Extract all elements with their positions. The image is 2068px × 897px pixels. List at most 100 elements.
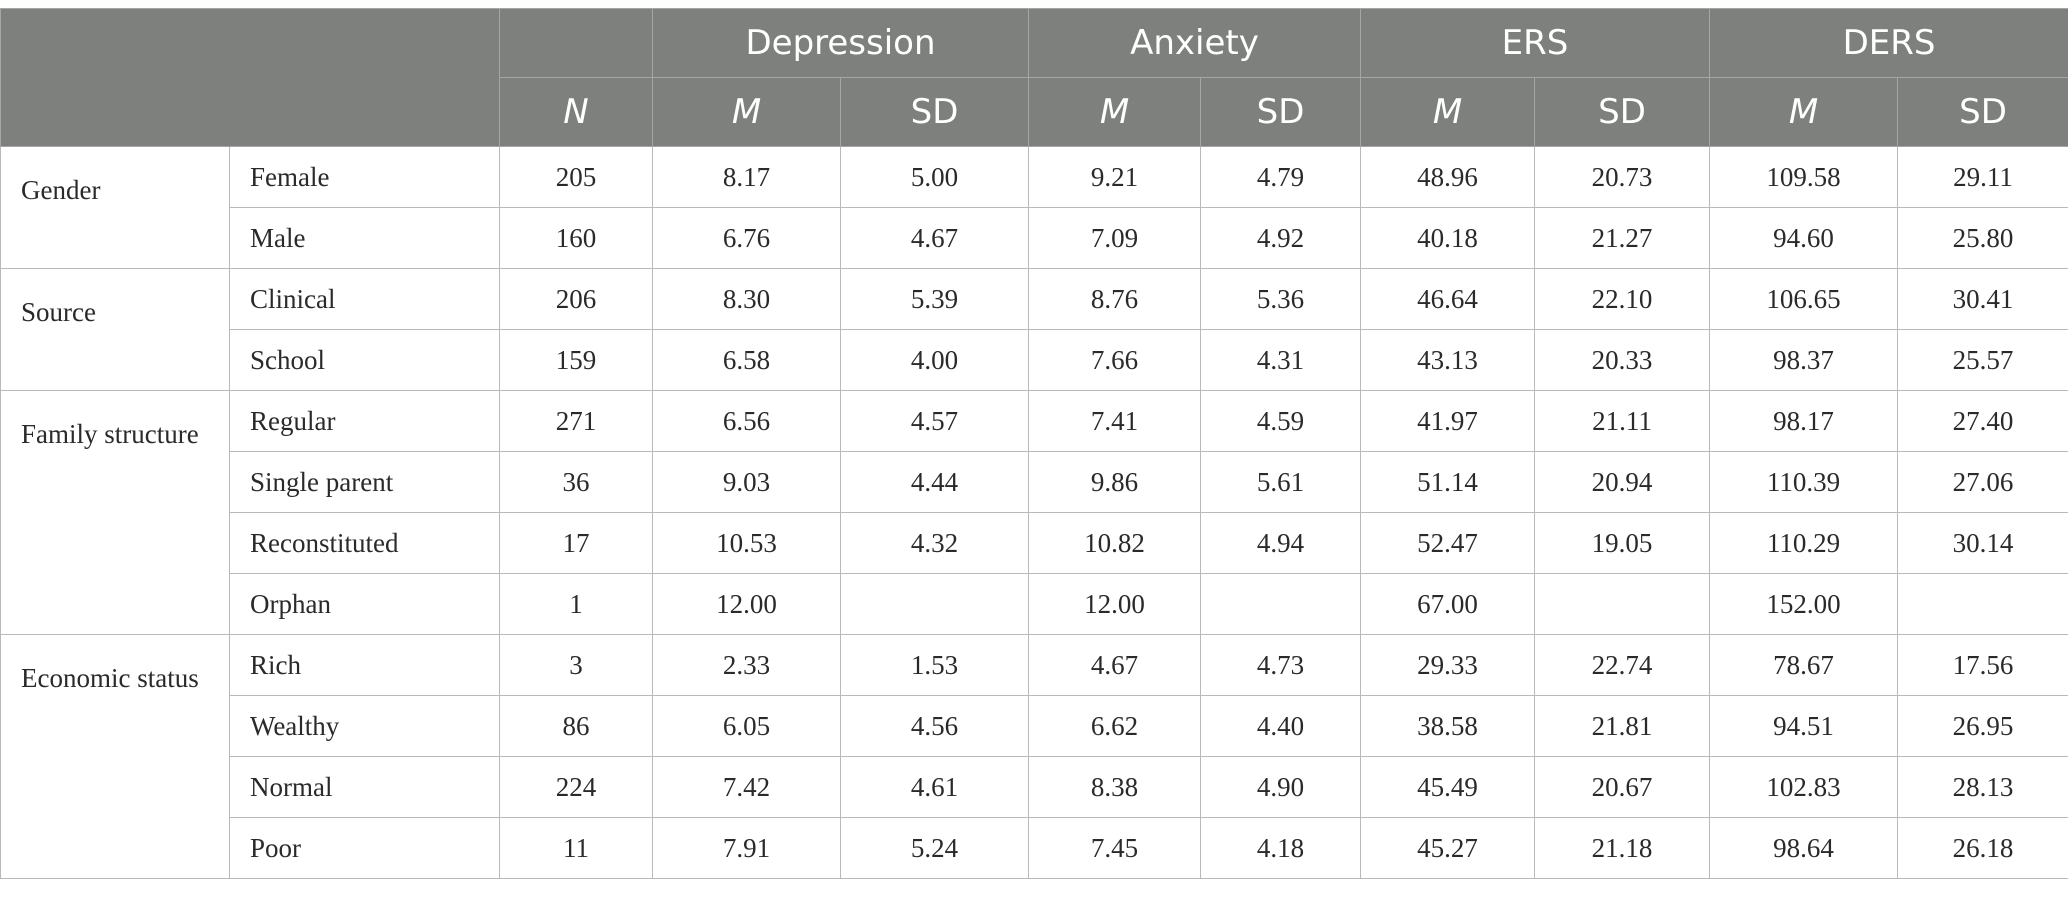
table-cell: 2.33 (652, 634, 841, 696)
row-label: Orphan (229, 573, 500, 635)
table-cell: 9.86 (1028, 451, 1201, 513)
table-cell: 159 (499, 329, 653, 391)
table-cell: 7.42 (652, 756, 841, 818)
header-ders-m: M (1709, 77, 1899, 147)
table-cell (1200, 573, 1361, 635)
table-cell: 43.13 (1360, 329, 1535, 391)
table-cell: 30.14 (1897, 512, 2068, 574)
table-cell: 4.56 (840, 695, 1029, 757)
table-cell: 94.60 (1709, 207, 1899, 269)
table-cell: 22.10 (1533, 268, 1711, 330)
table-cell: 152.00 (1709, 573, 1899, 635)
table-cell: 41.97 (1360, 390, 1535, 452)
table-cell: 40.18 (1360, 207, 1535, 269)
table-cell: 1.53 (840, 634, 1029, 696)
table-cell: 25.80 (1897, 207, 2068, 269)
table-cell: 27.40 (1897, 390, 2068, 452)
table-row: Single parent 36 9.03 4.44 9.86 5.61 51.14 20.9… (1, 451, 2068, 513)
table-cell: 5.39 (840, 268, 1029, 330)
row-label: School (229, 329, 500, 391)
table-cell: 5.00 (840, 146, 1029, 208)
table-cell: 4.92 (1200, 207, 1361, 269)
table-cell: 78.67 (1709, 634, 1899, 696)
table-cell: 22.74 (1533, 634, 1711, 696)
table-cell (1897, 573, 2068, 635)
table-cell (840, 573, 1029, 635)
table-cell: 21.81 (1533, 695, 1711, 757)
table-cell: 21.18 (1533, 817, 1711, 879)
header-corner-cell (0, 8, 500, 147)
table-cell: 8.17 (652, 146, 841, 208)
table-cell: 9.03 (652, 451, 841, 513)
row-label: Normal (229, 756, 500, 818)
table-cell: 10.82 (1028, 512, 1201, 574)
header-depression-m: M (652, 77, 841, 147)
table-cell: 8.76 (1028, 268, 1201, 330)
table-cell: 4.18 (1200, 817, 1361, 879)
table-cell: 98.64 (1709, 817, 1899, 879)
table-cell: 7.66 (1028, 329, 1201, 391)
table-cell (1533, 573, 1711, 635)
header-n: N (499, 77, 653, 147)
row-label: Wealthy (229, 695, 500, 757)
table-row: Economic status Rich 3 2.33 1.53 4.67 4.73 29.3… (0, 634, 2068, 879)
table-row: Family structure Regular 271 6.56 4.57 7.41 4.… (0, 390, 2068, 635)
table-cell: 45.49 (1360, 756, 1535, 818)
table-cell: 4.00 (840, 329, 1029, 391)
table-header: Depression Anxiety ERS DERS N M SD M SD … (0, 8, 2068, 147)
row-label: Poor (229, 817, 500, 879)
table-cell: 26.95 (1897, 695, 2068, 757)
table-cell: 20.67 (1533, 756, 1711, 818)
table-cell: 4.40 (1200, 695, 1361, 757)
table-cell: 4.44 (840, 451, 1029, 513)
group-label: Source (21, 297, 96, 327)
table-cell: 8.38 (1028, 756, 1201, 818)
row-label: Single parent (229, 451, 500, 513)
table-cell: 160 (499, 207, 653, 269)
table-cell: 94.51 (1709, 695, 1899, 757)
group-label: Gender (21, 175, 101, 205)
table-cell: 20.94 (1533, 451, 1711, 513)
table-cell: 17.56 (1897, 634, 2068, 696)
table-cell: 25.57 (1897, 329, 2068, 391)
table-cell: 6.62 (1028, 695, 1201, 757)
table-cell: 4.57 (840, 390, 1029, 452)
table-cell: 86 (499, 695, 653, 757)
group-label-cell: Gender (0, 146, 230, 269)
header-group-ers: ERS (1359, 8, 1711, 78)
table-cell: 12.00 (1028, 573, 1201, 635)
header-row-stats: N M SD M SD M SD M SD (1, 77, 2068, 147)
table-cell: 271 (499, 390, 653, 452)
table-cell: 67.00 (1360, 573, 1535, 635)
header-ers-sd: SD (1533, 77, 1711, 147)
table-cell: 4.67 (1028, 634, 1201, 696)
row-label: Reconstituted (229, 512, 500, 574)
table-cell: 11 (499, 817, 653, 879)
table-cell: 4.94 (1200, 512, 1361, 574)
header-group-ders: DERS (1709, 8, 2068, 78)
table-cell: 21.11 (1533, 390, 1711, 452)
header-group-anxiety: Anxiety (1028, 8, 1361, 78)
descriptive-statistics-table-container: Depression Anxiety ERS DERS N M SD M SD … (0, 8, 2068, 879)
row-label: Regular (229, 390, 500, 452)
table-cell: 19.05 (1533, 512, 1711, 574)
table-cell: 8.30 (652, 268, 841, 330)
table-cell: 4.73 (1200, 634, 1361, 696)
table-cell: 5.61 (1200, 451, 1361, 513)
table-cell: 205 (499, 146, 653, 208)
table-cell: 98.37 (1709, 329, 1899, 391)
table-cell: 17 (499, 512, 653, 574)
table-cell: 7.91 (652, 817, 841, 879)
table-cell: 30.41 (1897, 268, 2068, 330)
table-row: Poor 11 7.91 5.24 7.45 4.18 45.27 21.18 98.64 26.… (1, 817, 2068, 879)
table-row: School 159 6.58 4.00 7.66 4.31 43.13 20.33 98.37… (1, 329, 2068, 391)
table-cell: 6.56 (652, 390, 841, 452)
table-row: Reconstituted 17 10.53 4.32 10.82 4.94 52.47 19… (1, 512, 2068, 574)
table-cell: 224 (499, 756, 653, 818)
table-cell: 29.11 (1897, 146, 2068, 208)
table-cell: 7.45 (1028, 817, 1201, 879)
table-cell: 1 (499, 573, 653, 635)
table-cell: 206 (499, 268, 653, 330)
table-cell: 28.13 (1897, 756, 2068, 818)
header-depression-sd: SD (840, 77, 1029, 147)
